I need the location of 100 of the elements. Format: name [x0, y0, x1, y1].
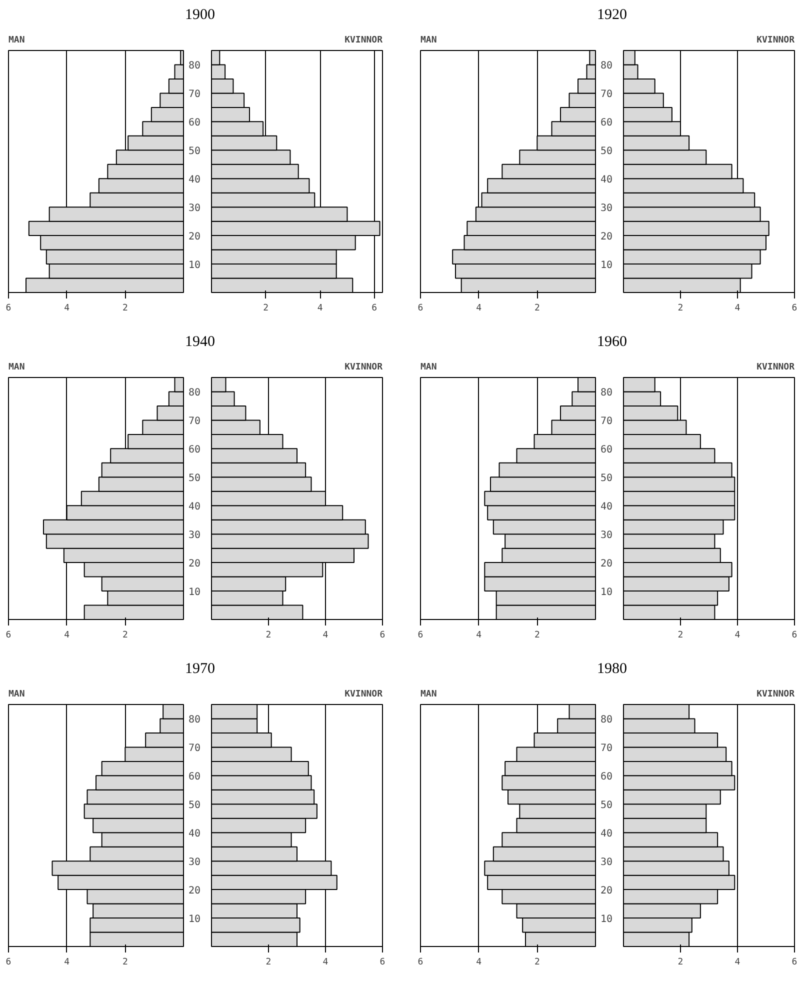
x-tick-label: 4	[322, 630, 328, 640]
y-tick-label: 50	[188, 473, 201, 484]
y-tick-label: 50	[188, 800, 201, 812]
y-tick-label: 40	[600, 502, 613, 513]
y-tick-label: 80	[188, 714, 201, 726]
y-tick-label: 30	[188, 857, 201, 868]
text: KVINNOR	[344, 362, 384, 372]
x-tick-label: 4	[734, 304, 740, 314]
text: KVINNOR	[756, 362, 796, 372]
y-tick-label: 60	[188, 444, 201, 456]
y-tick-label: 60	[600, 444, 613, 456]
y-tick-label: 20	[600, 558, 613, 570]
text: MAN	[8, 690, 25, 700]
x-tick-label: 6	[792, 304, 798, 314]
x-tick-label: 4	[322, 958, 328, 968]
text: MAN	[420, 36, 437, 46]
y-tick-label: 80	[600, 388, 613, 399]
y-tick-label: 70	[188, 416, 201, 428]
x-tick-label: 4	[476, 958, 482, 968]
text: MAN	[8, 362, 25, 372]
y-tick-label: 30	[600, 530, 613, 542]
x-tick-label: 2	[266, 630, 272, 640]
x-tick-label: 6	[418, 958, 424, 968]
y-tick-label: 60	[600, 772, 613, 783]
chart-title: 1960	[597, 333, 627, 352]
x-tick-label: 2	[678, 630, 684, 640]
y-tick-label: 70	[600, 743, 613, 754]
text: MAN	[420, 690, 437, 700]
text: MAN	[420, 362, 437, 372]
y-tick-label: 30	[600, 857, 613, 868]
y-tick-label: 80	[188, 60, 201, 72]
x-tick-label: 6	[6, 958, 12, 968]
y-tick-label: 20	[600, 886, 613, 897]
y-tick-label: 10	[600, 914, 613, 926]
x-tick-label: 4	[476, 630, 482, 640]
y-tick-label: 70	[188, 89, 201, 100]
text: KVINNOR	[344, 36, 384, 46]
y-tick-label: 40	[188, 828, 201, 840]
y-tick-label: 60	[188, 772, 201, 783]
y-tick-label: 50	[600, 146, 613, 158]
y-tick-label: 40	[188, 502, 201, 513]
chart-title: 1980	[597, 660, 627, 679]
chart-title: 1920	[597, 6, 627, 25]
y-tick-label: 80	[600, 714, 613, 726]
x-tick-label: 6	[418, 630, 424, 640]
y-tick-label: 20	[188, 232, 201, 243]
y-tick-label: 30	[600, 203, 613, 214]
x-tick-label: 2	[678, 958, 684, 968]
y-tick-label: 40	[188, 174, 201, 186]
x-tick-label: 4	[734, 958, 740, 968]
x-tick-label: 6	[418, 304, 424, 314]
y-tick-label: 40	[600, 828, 613, 840]
x-tick-label: 6	[380, 630, 386, 640]
chart-title: 1970	[185, 660, 215, 679]
x-tick-label: 4	[734, 630, 740, 640]
y-tick-label: 10	[188, 587, 201, 598]
x-tick-label: 6	[380, 958, 386, 968]
x-tick-label: 2	[122, 630, 128, 640]
chart-title: 1900	[185, 6, 215, 25]
x-tick-label: 2	[534, 304, 540, 314]
text: KVINNOR	[756, 690, 796, 700]
chart-title: 1940	[185, 333, 215, 352]
x-tick-label: 4	[476, 304, 482, 314]
x-tick-label: 2	[534, 958, 540, 968]
x-tick-label: 2	[678, 304, 684, 314]
x-tick-label: 2	[534, 630, 540, 640]
x-tick-label: 2	[122, 958, 128, 968]
x-tick-label: 4	[64, 630, 70, 640]
y-tick-label: 80	[188, 388, 201, 399]
y-tick-label: 20	[600, 232, 613, 243]
x-tick-label: 2	[263, 304, 268, 314]
y-tick-label: 70	[600, 89, 613, 100]
y-tick-label: 20	[188, 558, 201, 570]
x-tick-label: 6	[6, 630, 12, 640]
y-tick-label: 60	[600, 118, 613, 129]
y-tick-label: 80	[600, 60, 613, 72]
y-tick-label: 70	[188, 743, 201, 754]
y-tick-label: 50	[600, 473, 613, 484]
x-tick-label: 6	[792, 958, 798, 968]
x-tick-label: 2	[122, 304, 128, 314]
y-tick-label: 10	[600, 260, 613, 272]
y-tick-label: 60	[188, 118, 201, 129]
text: KVINNOR	[756, 36, 796, 46]
x-tick-label: 6	[6, 304, 12, 314]
text: MAN	[8, 36, 25, 46]
y-tick-label: 30	[188, 530, 201, 542]
y-tick-label: 30	[188, 203, 201, 214]
x-tick-label: 6	[792, 630, 798, 640]
y-tick-label: 70	[600, 416, 613, 428]
y-tick-label: 40	[600, 174, 613, 186]
y-tick-label: 50	[188, 146, 201, 158]
y-tick-label: 50	[600, 800, 613, 812]
x-tick-label: 4	[317, 304, 323, 314]
text: KVINNOR	[344, 690, 384, 700]
x-tick-label: 2	[266, 958, 272, 968]
x-tick-label: 4	[64, 304, 70, 314]
x-tick-label: 6	[372, 304, 378, 314]
y-tick-label: 10	[188, 260, 201, 272]
y-tick-label: 10	[600, 587, 613, 598]
y-tick-label: 20	[188, 886, 201, 897]
